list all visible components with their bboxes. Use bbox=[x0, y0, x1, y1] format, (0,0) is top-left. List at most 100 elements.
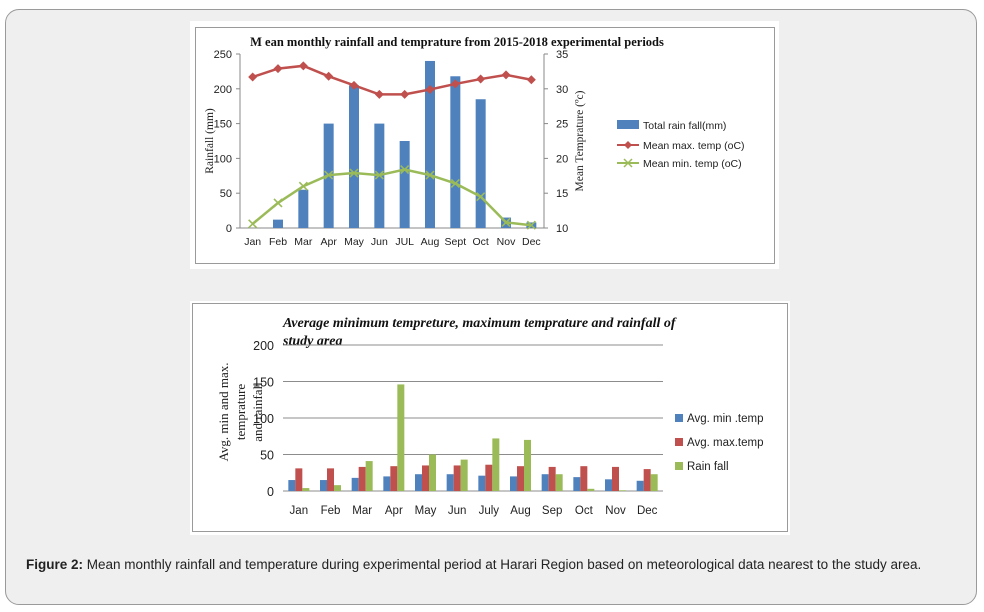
chart1-max-temp-point bbox=[273, 64, 283, 74]
chart1-title: M ean monthly rainfall and temprature fr… bbox=[250, 35, 664, 49]
chart2-x-tick-label: Sep bbox=[542, 505, 562, 517]
chart1-min-temp-point bbox=[248, 219, 258, 229]
chart2-legend-max-label: Avg. max.temp bbox=[687, 437, 764, 449]
chart2-bar bbox=[320, 480, 327, 491]
chart1-y-tick-label: 50 bbox=[220, 188, 232, 200]
chart1-rain-bar bbox=[273, 219, 283, 228]
chart2-bar bbox=[429, 454, 436, 491]
chart1-max-temp-point bbox=[298, 61, 308, 71]
chart1-y2-tick-label: 35 bbox=[556, 49, 568, 61]
chart1-max-temp-point bbox=[349, 80, 359, 90]
chart2-bar bbox=[580, 466, 588, 491]
chart2-bar bbox=[383, 476, 391, 491]
chart2-bar bbox=[636, 480, 644, 491]
chart2-bar bbox=[555, 474, 563, 491]
chart1-min-temp-point bbox=[324, 170, 334, 180]
chart1-rain-bar bbox=[475, 99, 486, 229]
chart2-title-line2: study area bbox=[282, 334, 343, 349]
chart1-max-temp-point bbox=[476, 74, 486, 84]
chart1-y2-tick-label: 20 bbox=[556, 153, 568, 165]
chart2-legend-min-swatch bbox=[675, 414, 683, 422]
chart1-y-tick-label: 100 bbox=[214, 153, 232, 165]
chart2-bar bbox=[612, 466, 619, 491]
chart2-x-tick-label: Apr bbox=[385, 505, 403, 517]
chart1-y-tick-label: 200 bbox=[214, 84, 232, 96]
chart2-x-tick-label: Nov bbox=[605, 505, 626, 517]
chart1-min-temp-point bbox=[450, 178, 460, 189]
chart1-y-tick-label: 250 bbox=[214, 49, 232, 61]
chart1-rain-bar bbox=[349, 85, 359, 228]
chart1-y-axis-label: Rainfall (mm) bbox=[204, 108, 216, 174]
chart2-bar bbox=[295, 468, 303, 491]
chart2-x-tick-label: Jun bbox=[448, 505, 467, 517]
chart1-min-temp-point bbox=[501, 217, 511, 227]
chart1-legend-marker-max bbox=[624, 141, 632, 149]
chart2-y-tick-label: 50 bbox=[260, 449, 274, 463]
chart2-bar bbox=[460, 459, 468, 491]
chart2-x-tick-label: Oct bbox=[575, 505, 594, 517]
chart1-x-tick-label: Oct bbox=[472, 236, 488, 248]
chart2-bar bbox=[302, 488, 310, 491]
chart1-max-temp-point bbox=[425, 84, 435, 94]
chart1-min-temp-point bbox=[526, 220, 536, 230]
chart1-x-tick-label: May bbox=[344, 236, 365, 248]
chart1-rain-bar bbox=[298, 189, 309, 228]
chart1-max-temp-point bbox=[501, 70, 511, 80]
chart2-x-tick-label: Aug bbox=[510, 505, 530, 517]
chart2-bar bbox=[478, 475, 486, 491]
chart1-max-temp-point bbox=[526, 75, 536, 85]
chart1-max-temp-line bbox=[252, 64, 532, 96]
chart2-y-tick-label: 200 bbox=[253, 339, 274, 353]
chart2-y-tick-label: 100 bbox=[253, 412, 274, 426]
chart2-x-tick-label: Feb bbox=[321, 505, 341, 517]
chart1-legend-swatch-rain bbox=[617, 120, 639, 129]
chart1-y-tick-label: 150 bbox=[214, 119, 232, 131]
chart1-x-tick-label: Dec bbox=[522, 236, 541, 248]
chart1-min-temp-point bbox=[349, 168, 359, 178]
chart1-min-temp-point bbox=[298, 181, 308, 191]
chart1-min-temp-point bbox=[374, 170, 384, 180]
chart1-x-tick-label: Jan bbox=[244, 236, 261, 248]
chart2-legend-rain-label: Rain fall bbox=[687, 461, 729, 473]
chart2-legend-max-swatch bbox=[675, 438, 683, 446]
chart2-x-tick-label: May bbox=[415, 505, 437, 517]
chart2-bar bbox=[587, 488, 595, 491]
chart1-min-temp-line bbox=[251, 168, 532, 227]
chart2-bar bbox=[334, 485, 341, 491]
chart1-max-temp-point bbox=[374, 89, 384, 99]
chart2-legend-min-label: Avg. min .temp bbox=[687, 413, 764, 425]
chart1-min-temp-point bbox=[476, 192, 486, 202]
chart-plot-border-top bbox=[195, 27, 775, 264]
chart1-legend-label-min: Mean min. temp (oC) bbox=[643, 158, 742, 170]
chart2-bar bbox=[605, 479, 612, 491]
chart1-rain-bar bbox=[425, 60, 435, 229]
chart2-title-line1: Average minimum tempreture, maximum temp… bbox=[282, 316, 677, 331]
chart2-bar bbox=[453, 465, 461, 491]
chart1-y-tick-label: 0 bbox=[226, 223, 232, 235]
chart1-x-tick-label: Nov bbox=[497, 236, 516, 248]
chart2-x-tick-label: Dec bbox=[637, 505, 658, 517]
chart2-bar bbox=[517, 466, 524, 491]
chart1-min-temp-point bbox=[425, 170, 435, 180]
chart2-bar bbox=[548, 466, 556, 491]
chart2-y-axis-label-line2: temprature bbox=[233, 384, 248, 441]
caption-text: Mean monthly rainfall and temperature du… bbox=[83, 557, 922, 572]
chart1-x-tick-label: Apr bbox=[320, 236, 337, 248]
chart2-legend-rain-swatch bbox=[675, 462, 683, 470]
chart2-y-axis-label-line3: and rainfall bbox=[250, 382, 265, 442]
chart2-bar bbox=[397, 384, 405, 491]
chart2-bar bbox=[446, 474, 454, 491]
chart1-x-tick-label: JUL bbox=[395, 236, 414, 248]
chart2-y-tick-label: 0 bbox=[267, 485, 274, 499]
chart2-x-tick-label: Jan bbox=[290, 505, 309, 517]
chart1-legend-marker-min bbox=[623, 158, 633, 168]
chart1-max-temp-point bbox=[400, 89, 410, 99]
chart1-min-temp-point bbox=[400, 164, 410, 175]
chart2-bar bbox=[643, 469, 651, 491]
chart2-bar bbox=[485, 464, 493, 491]
chart1-rain-bar bbox=[399, 141, 410, 228]
chart1-max-temp-point bbox=[450, 79, 460, 89]
chart1-max-temp-point bbox=[324, 71, 334, 81]
chart2-bar bbox=[541, 474, 549, 491]
